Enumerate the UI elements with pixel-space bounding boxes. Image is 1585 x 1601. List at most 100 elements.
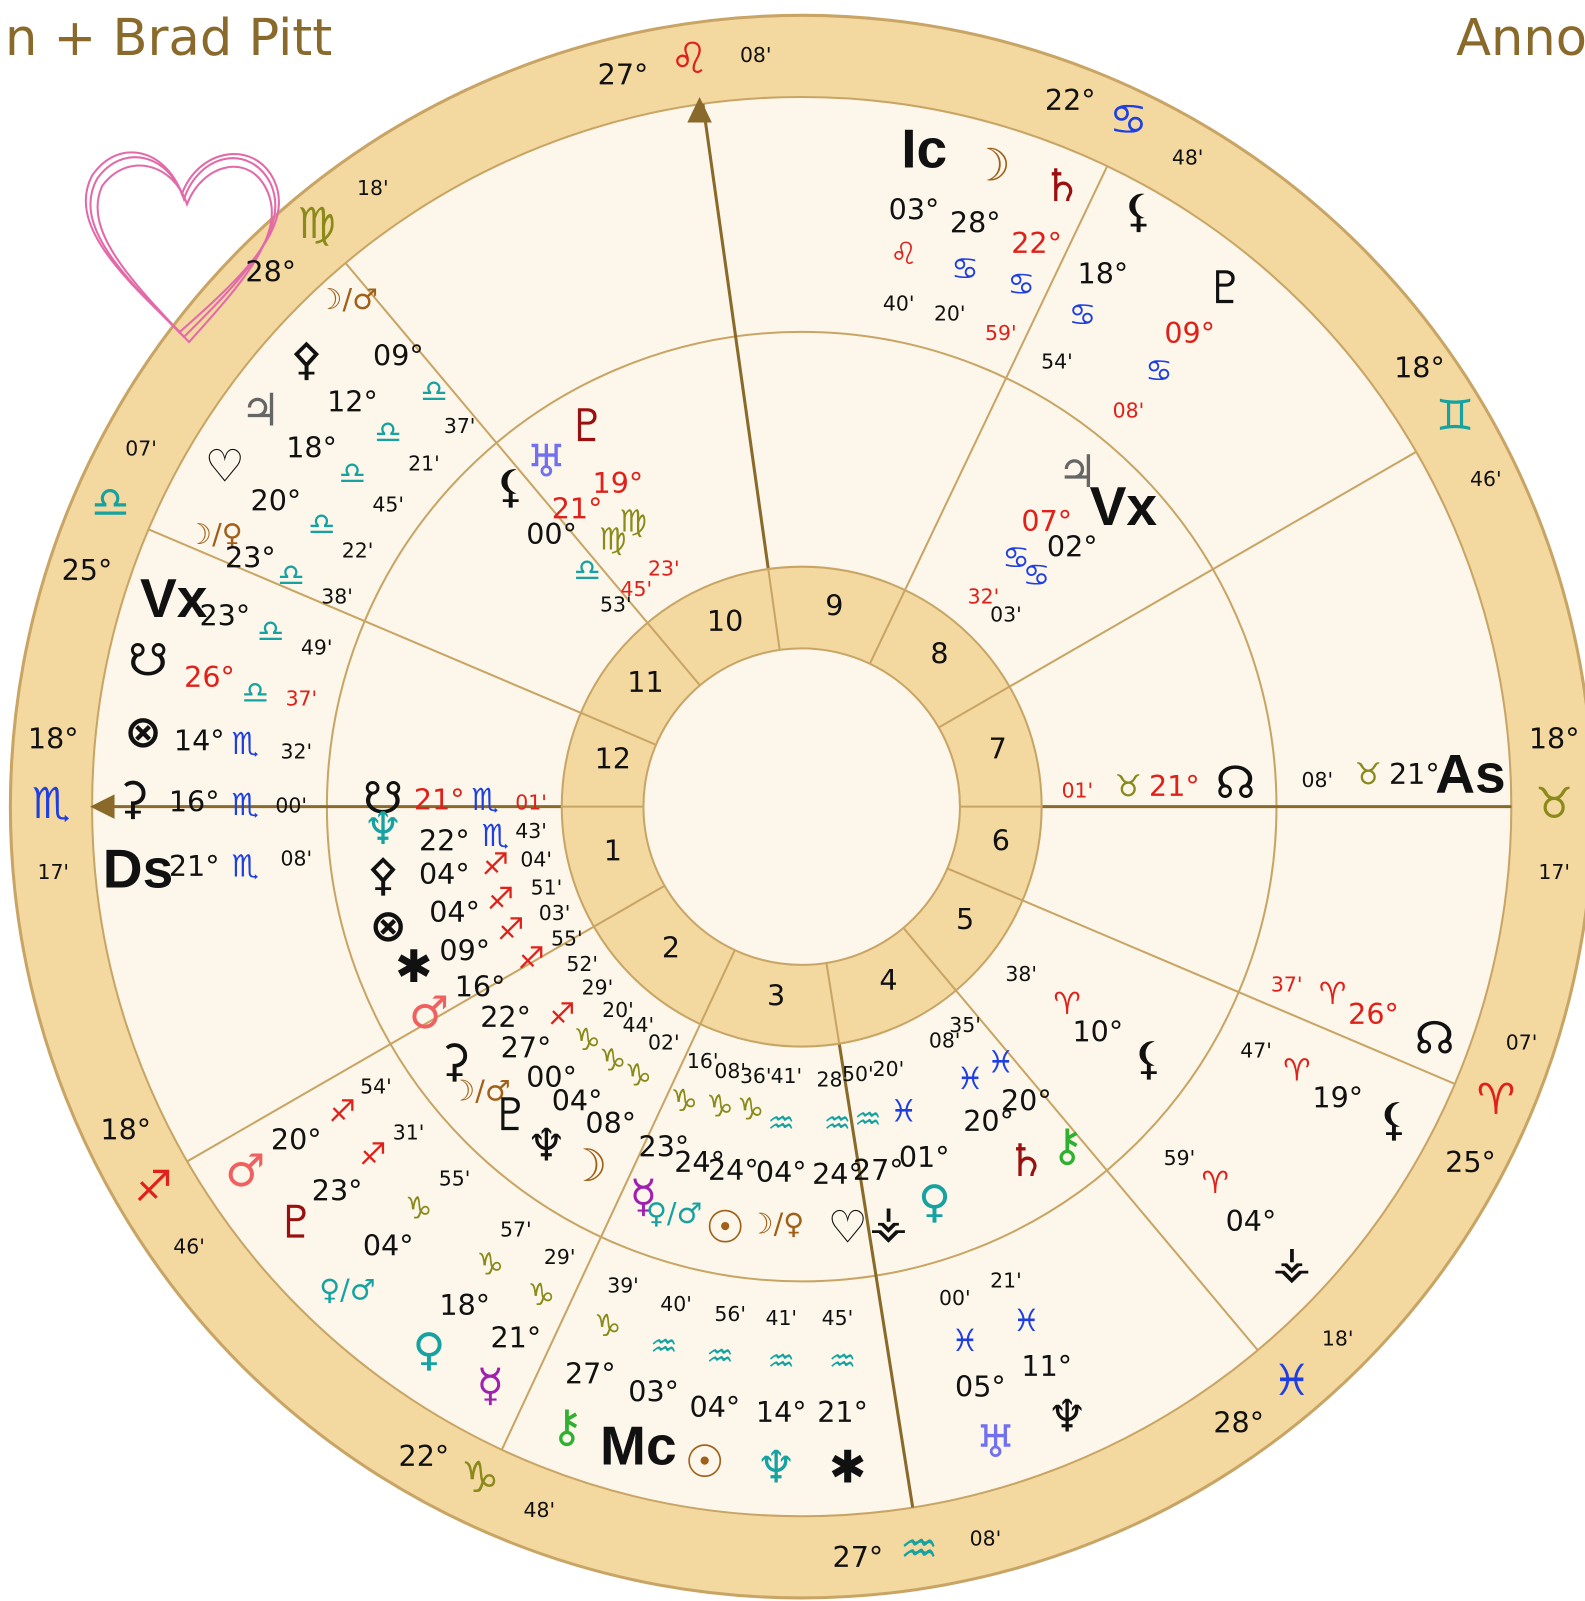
chart-label: ⚸ [494, 460, 527, 513]
heart-icon [84, 151, 280, 344]
chart-label: ♒ [706, 1339, 733, 1374]
chart-label: ♑ [574, 1023, 601, 1058]
zodiac-label: 28° [245, 255, 296, 289]
zodiac-label: ♐ [134, 1162, 172, 1212]
house-divider [767, 568, 781, 651]
house-divider [868, 589, 906, 665]
chart-label: ☉ [705, 1200, 745, 1253]
chart-label: 55' [551, 926, 583, 950]
chart-label: ☽ [567, 1139, 607, 1192]
chart-label: ♉ [1355, 757, 1382, 792]
chart-label: ♐ [359, 1137, 386, 1172]
chart-label: 20° [251, 483, 302, 517]
chart-label: 37' [444, 414, 476, 438]
zodiac-label: 25° [1445, 1145, 1496, 1179]
chart-label: 23° [312, 1174, 363, 1208]
chart-label: ♏ [231, 788, 258, 823]
chart-label: 00' [939, 1286, 971, 1310]
chart-label: ♈ [1053, 987, 1080, 1022]
chart-label: 19° [593, 466, 644, 500]
chart-label: ⚳ [116, 772, 149, 825]
chart-label: 37' [286, 686, 318, 710]
chart-label: 14° [756, 1395, 807, 1429]
chart-label: 00° [526, 1060, 577, 1094]
zodiac-label: 22° [1045, 83, 1096, 117]
chart-label: ♎ [242, 676, 269, 711]
chart-label: ♋ [1002, 541, 1029, 576]
house-cusps [97, 103, 1512, 1508]
chart-label: ♐ [487, 882, 514, 917]
cusp-line [500, 949, 736, 1451]
chart-label: 23' [648, 557, 680, 581]
chart-label: ♆ [756, 1440, 796, 1493]
chart-label: ♃ [1057, 445, 1097, 498]
chart-label: ♑ [477, 1248, 504, 1283]
chart-label: ☽/♂ [450, 1074, 511, 1108]
chart-label: ☋ [128, 634, 168, 687]
zodiac-label: ♍ [297, 199, 335, 249]
chart-label: 01' [515, 791, 547, 815]
chart-label: 21° [169, 849, 220, 883]
chart-label: ♓ [890, 1094, 917, 1129]
chart-label: ♎ [420, 375, 447, 410]
chart-label: 32' [280, 740, 312, 764]
chart-label: 45' [372, 492, 404, 516]
chart-label: ♓ [1013, 1304, 1040, 1339]
chart-label: ☋ [363, 772, 403, 825]
chart-label: 09° [1164, 316, 1215, 350]
chart-label: ♀ [918, 1175, 951, 1228]
chart-label: 03' [990, 603, 1022, 627]
cusp-line [824, 962, 915, 1508]
chart-label: ♎ [339, 456, 366, 491]
chart-label: ⚸ [1132, 1032, 1165, 1085]
house-ring-cusps [561, 568, 1042, 1044]
chart-label: 43' [515, 819, 547, 843]
chart-label: 02° [1047, 529, 1098, 563]
zodiac-label: 07' [1506, 1031, 1538, 1055]
chart-label: 27° [565, 1356, 616, 1390]
chart-label: ♋ [1069, 298, 1096, 333]
chart-label: ♑ [405, 1191, 432, 1226]
chart-label: 10° [1072, 1014, 1123, 1048]
chart-label: ♑ [599, 1043, 626, 1078]
chart-label: 18° [1078, 257, 1129, 291]
chart-label: 37' [1271, 972, 1303, 996]
chart-label: 04° [552, 1084, 603, 1118]
zodiac-label: ♋ [1109, 95, 1147, 145]
chart-label: 21° [817, 1395, 868, 1429]
zodiac-label: 48' [523, 1498, 555, 1522]
chart-label: 08' [280, 847, 312, 871]
zodiac-label: 18° [28, 721, 79, 755]
chart-label: 20' [873, 1057, 905, 1081]
chart-label: 45' [822, 1306, 854, 1330]
chart-label: 44' [623, 1013, 655, 1037]
zodiac-label: 17' [37, 860, 69, 884]
chart-label: 16' [687, 1049, 719, 1073]
zodiac-label: ♓ [1273, 1356, 1311, 1406]
chart-label: ♐ [517, 941, 544, 976]
chart-label: 21° [552, 492, 603, 526]
chart-label: ♆ [1047, 1389, 1087, 1442]
chart-label: 59' [985, 321, 1017, 345]
chart-label: ☽/♂ [317, 282, 378, 316]
chart-label: 08' [714, 1059, 746, 1083]
chart-label: 54' [1041, 349, 1073, 373]
chart-label: 31' [393, 1120, 425, 1144]
zodiac-label: 18° [1394, 351, 1445, 385]
house-number: 9 [825, 589, 843, 623]
chart-label: 39' [607, 1274, 639, 1298]
chart-label: ♒ [824, 1107, 851, 1142]
chart-label: 18° [286, 430, 337, 464]
cusp-line [344, 262, 701, 687]
chart-label: 02' [648, 1031, 680, 1055]
zodiac-label: 28° [1213, 1405, 1264, 1439]
chart-label: 16° [455, 969, 506, 1003]
chart-label: ♑ [737, 1092, 764, 1127]
chart-label: 38' [321, 584, 353, 608]
cusp-line [938, 450, 1417, 729]
chart-label: 21° [1149, 769, 1200, 803]
chart-label: 32' [968, 584, 1000, 608]
chart-label: ♂ [225, 1144, 265, 1197]
chart-label: ♀/♂ [646, 1196, 702, 1230]
